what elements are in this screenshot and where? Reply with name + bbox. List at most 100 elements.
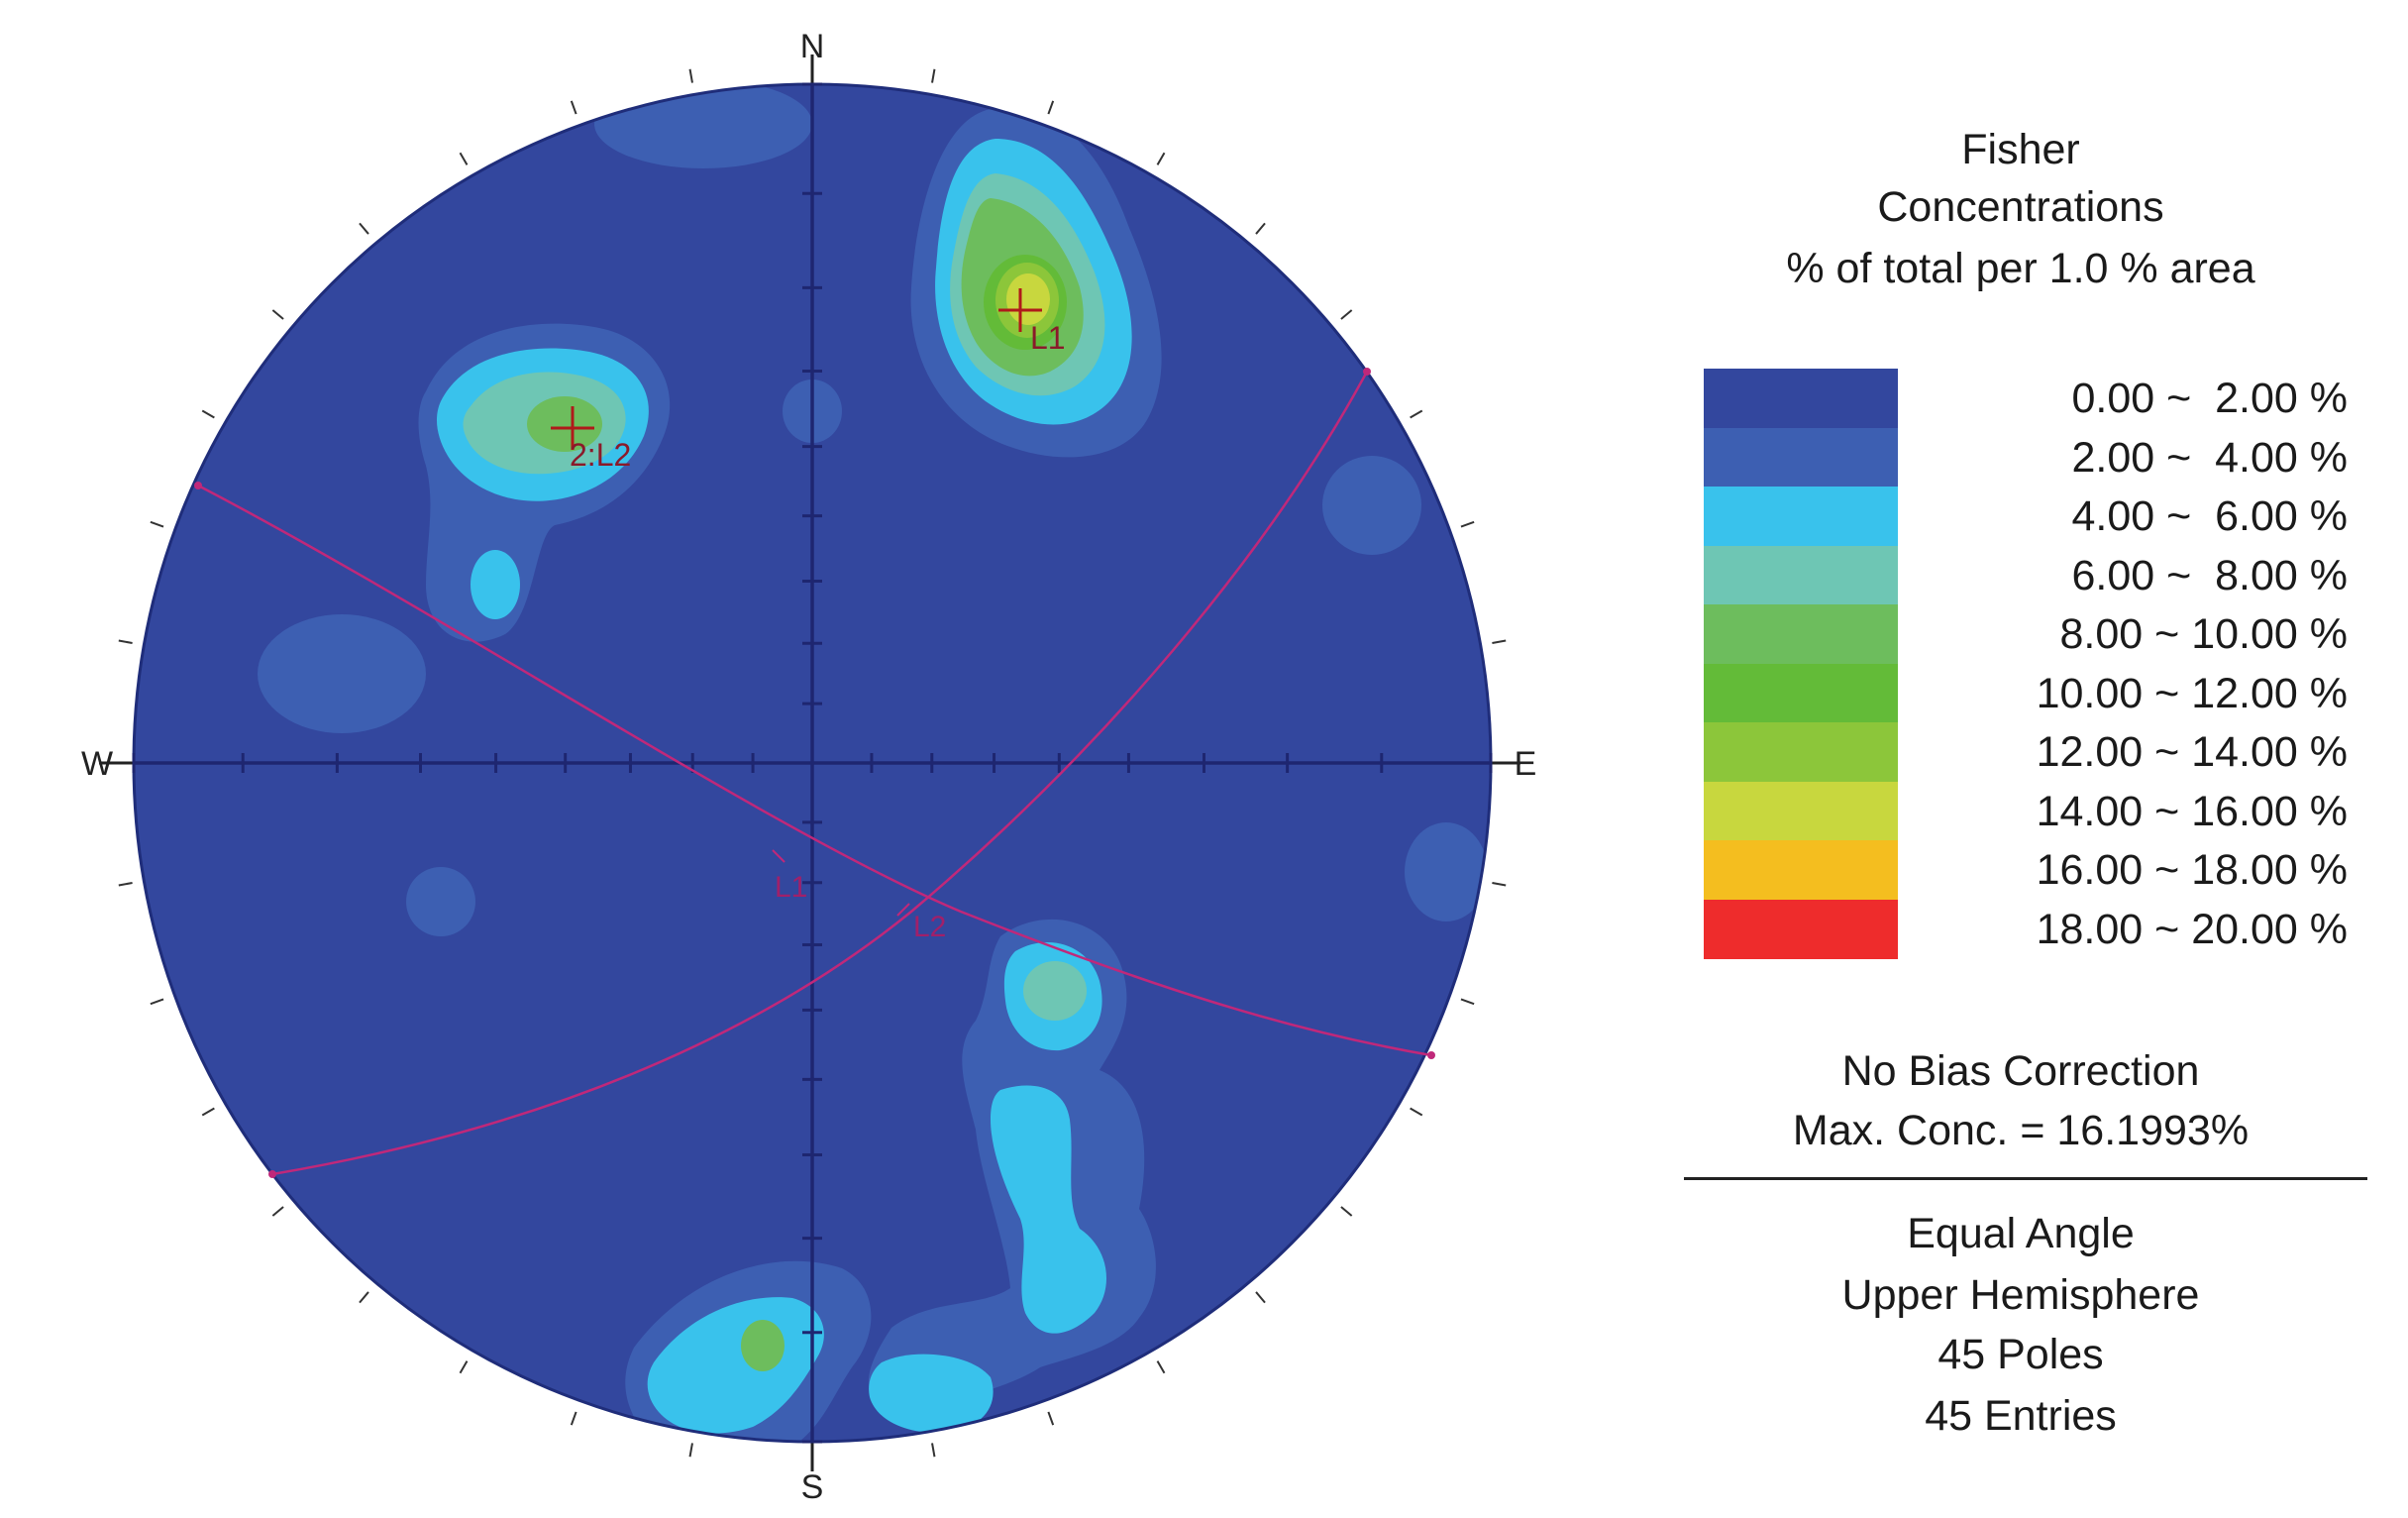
azimuth-tick — [1460, 998, 1475, 1006]
legend-swatch — [1704, 369, 1898, 428]
legend-range-label: 8.00 ~ 10.00 % — [2059, 610, 2348, 658]
bias-correction-text: No Bias Correction — [1841, 1047, 2200, 1095]
azimuth-tick — [271, 309, 284, 320]
legend-swatch — [1704, 781, 1898, 841]
azimuth-tick — [459, 1360, 469, 1374]
azimuth-tick — [459, 152, 469, 165]
azimuth-tick — [271, 1206, 284, 1217]
legend-title-line-1: Fisher — [1961, 126, 2080, 173]
azimuth-tick — [1156, 152, 1166, 165]
great-circle-endpoint — [1363, 368, 1371, 376]
contour-southeast-6to8 — [1023, 961, 1087, 1021]
east-label: E — [1515, 745, 1537, 783]
azimuth-tick — [1156, 1360, 1166, 1374]
great-circle-label: L1 — [775, 871, 807, 904]
azimuth-tick — [118, 639, 133, 644]
great-circle-endpoint — [1427, 1051, 1435, 1059]
azimuth-ticks — [118, 68, 1507, 1458]
projection-text: Equal Angle — [1907, 1210, 2135, 1257]
azimuth-tick — [201, 409, 215, 419]
legend-range-label: 18.00 ~ 20.00 % — [2036, 905, 2348, 953]
azimuth-tick — [931, 1443, 936, 1458]
contour-l2-small — [471, 550, 520, 619]
great-circles: L1 L2 — [194, 368, 1435, 1178]
azimuth-tick — [931, 68, 936, 83]
legend-title-line-3: % of total per 1.0 % area — [1786, 245, 2255, 292]
legend-row: 14.00 ~ 16.00 % — [1674, 781, 2367, 841]
axes — [99, 54, 1520, 1471]
contour-south-patch — [869, 1354, 994, 1433]
azimuth-tick — [688, 68, 693, 83]
legend-swatch — [1704, 663, 1898, 723]
north-label: N — [800, 28, 825, 65]
azimuth-tick — [118, 882, 133, 887]
azimuth-tick — [359, 222, 369, 235]
legend-range-label: 2.00 ~ 4.00 % — [2071, 433, 2348, 482]
set-centers: L1 2:L2 — [551, 288, 1066, 473]
legend-row: 0.00 ~ 2.00 % — [1674, 369, 2367, 428]
azimuth-tick — [201, 1107, 215, 1117]
intersection-marker — [772, 849, 785, 863]
poles-count-text: 45 Poles — [1937, 1331, 2104, 1378]
contour-l1-14to16 — [1006, 273, 1050, 325]
azimuth-tick — [1410, 409, 1423, 419]
great-circle-l1 — [197, 484, 1432, 1057]
azimuth-tick — [150, 520, 164, 528]
legend-range-label: 4.00 ~ 6.00 % — [2071, 492, 2348, 540]
concentration-contours — [134, 84, 1491, 1442]
legend-row: 18.00 ~ 20.00 % — [1674, 899, 2367, 959]
legend-row: 2.00 ~ 4.00 % — [1674, 427, 2367, 488]
azimuth-tick — [1492, 882, 1507, 887]
azimuth-tick — [1255, 222, 1266, 235]
azimuth-tick — [1460, 520, 1475, 528]
contour-patch-east-upper — [1322, 456, 1421, 555]
legend-row: 6.00 ~ 8.00 % — [1674, 545, 2367, 605]
azimuth-tick — [1255, 1291, 1266, 1304]
west-label: W — [81, 745, 113, 783]
legend-row: 8.00 ~ 10.00 % — [1674, 604, 2367, 664]
contour-south-8to10 — [741, 1320, 785, 1371]
legend-range-label: 6.00 ~ 8.00 % — [2071, 551, 2348, 599]
legend-swatch — [1704, 840, 1898, 900]
legend-row: 12.00 ~ 14.00 % — [1674, 722, 2367, 782]
entries-count-text: 45 Entries — [1925, 1392, 2117, 1440]
contour-patch-east-lower — [1405, 822, 1488, 922]
azimuth-tick — [1410, 1107, 1423, 1117]
legend-swatch — [1704, 899, 1898, 959]
south-label: S — [801, 1468, 824, 1506]
legend-range-label: 14.00 ~ 16.00 % — [2036, 787, 2348, 835]
great-circle-endpoint — [194, 482, 202, 489]
legend-swatch — [1704, 722, 1898, 782]
legend-row: 10.00 ~ 12.00 % — [1674, 663, 2367, 723]
legend-swatch — [1704, 427, 1898, 488]
legend-range-label: 16.00 ~ 18.00 % — [2036, 846, 2348, 894]
azimuth-tick — [1340, 1206, 1353, 1217]
legend-divider — [1684, 1177, 2367, 1180]
intersection-marker — [896, 903, 910, 917]
legend-range-label: 10.00 ~ 12.00 % — [2036, 669, 2348, 717]
azimuth-tick — [1047, 1411, 1055, 1426]
contour-l2-8to10 — [527, 396, 602, 452]
set-center-label: L1 — [1030, 320, 1066, 356]
contour-patch-west — [258, 614, 426, 733]
hemisphere-text: Upper Hemisphere — [1841, 1271, 2200, 1319]
legend-swatch — [1704, 545, 1898, 605]
legend-swatch — [1704, 604, 1898, 664]
great-circle-endpoint — [268, 1170, 276, 1178]
stereonet-plot: L1 L2 L1 2:L2 N S W E — [81, 28, 1537, 1506]
azimuth-tick — [570, 100, 577, 115]
legend-range-label: 0.00 ~ 2.00 % — [2071, 375, 2348, 422]
legend-range-label: 12.00 ~ 14.00 % — [2036, 728, 2348, 776]
azimuth-tick — [359, 1291, 369, 1304]
azimuth-tick — [1340, 309, 1353, 320]
azimuth-tick — [1047, 100, 1055, 115]
great-circle-label: L2 — [913, 911, 946, 943]
azimuth-tick — [570, 1411, 577, 1426]
great-circle-l2 — [271, 371, 1369, 1176]
set-center-label: 2:L2 — [570, 437, 631, 473]
azimuth-tick — [1492, 639, 1507, 644]
legend-row: 16.00 ~ 18.00 % — [1674, 840, 2367, 900]
legend-title-line-2: Concentrations — [1877, 183, 2164, 231]
max-concentration-text: Max. Conc. = 16.1993% — [1792, 1107, 2250, 1154]
legend-swatch — [1704, 487, 1898, 546]
